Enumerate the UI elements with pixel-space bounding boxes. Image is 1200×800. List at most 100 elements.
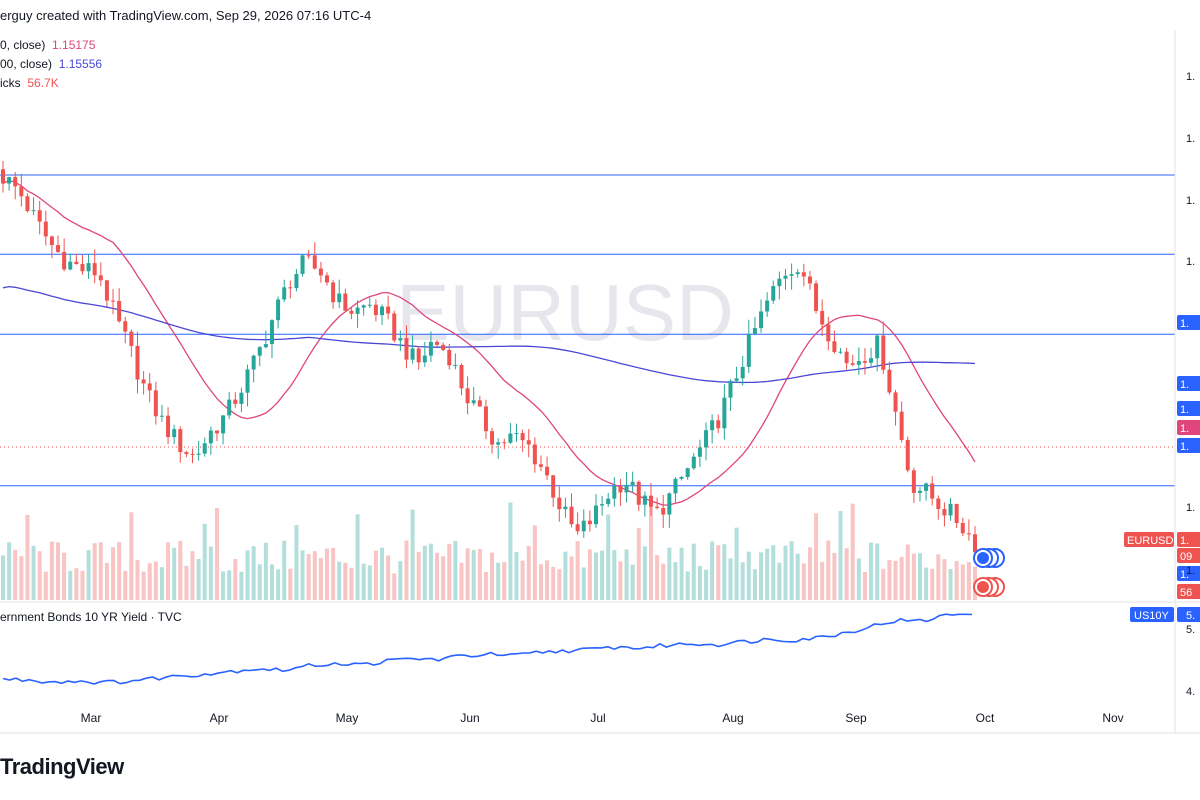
candle-body: [759, 311, 764, 329]
candle-body: [276, 299, 281, 321]
candle-body: [349, 310, 354, 314]
candle-body: [832, 341, 837, 353]
price-badge-label: 1.: [1180, 569, 1189, 581]
price-badge-label: EURUSD: [1127, 535, 1174, 547]
candle-body: [1, 169, 5, 184]
volume-bar: [74, 568, 79, 600]
volume-bar: [331, 548, 336, 600]
volume-bar: [905, 544, 910, 600]
legend-volume[interactable]: icks 56.7K: [0, 76, 59, 90]
volume-bar: [875, 543, 880, 600]
candle-body: [600, 504, 605, 506]
ma50-line: [2, 179, 976, 506]
volume-bar: [722, 544, 727, 600]
candle-body: [844, 351, 849, 364]
candle-body: [893, 392, 898, 412]
volume-bar: [557, 569, 562, 600]
candle-body: [575, 524, 580, 532]
candle-body: [269, 320, 274, 345]
volume-bar: [428, 543, 433, 600]
candle-body: [306, 255, 311, 257]
candle-body: [392, 313, 397, 341]
candle-body: [19, 186, 24, 197]
candle-body: [899, 411, 904, 440]
volume-bar: [459, 562, 464, 600]
candle-body: [948, 503, 953, 516]
candle-body: [563, 506, 568, 510]
volume-bar: [404, 540, 409, 600]
volume-bar: [141, 571, 146, 600]
volume-bar: [68, 570, 73, 600]
volume-bar: [147, 563, 152, 600]
volume-bar: [62, 552, 67, 600]
candle-body: [875, 335, 880, 359]
candle-body: [917, 490, 922, 493]
volume-bar: [172, 547, 177, 600]
candle-body: [942, 509, 947, 516]
candle-body: [520, 433, 525, 441]
volume-bar: [771, 545, 776, 600]
volume-bar: [881, 568, 886, 600]
volume-bar: [960, 564, 965, 600]
volume-bar: [410, 509, 415, 600]
price-tick-label: 1.: [1186, 502, 1195, 514]
volume-bar: [893, 560, 898, 600]
volume-bar: [349, 567, 354, 600]
volume-bar: [269, 564, 274, 600]
volume-bar: [869, 542, 874, 600]
candle-body: [435, 341, 440, 345]
candle-body: [710, 420, 715, 431]
price-badge: [1177, 401, 1200, 416]
volume-bar: [569, 556, 574, 600]
price-badge-label: 1.: [1180, 404, 1189, 416]
candle-body: [502, 442, 507, 444]
volume-bar: [924, 567, 929, 600]
ma200-line: [2, 285, 976, 384]
candle-body: [43, 221, 48, 237]
price-tick-label: 1.: [1186, 71, 1195, 83]
volume-bar: [263, 542, 268, 600]
candle-body: [331, 282, 336, 303]
candle-body: [196, 453, 201, 455]
us10y-symbol-badge: [1130, 607, 1174, 622]
candle-body: [673, 478, 678, 494]
volume-bar: [783, 545, 788, 600]
volume-bar: [716, 545, 721, 600]
candle-body: [80, 264, 85, 272]
price-badge: [1177, 584, 1200, 599]
candle-body: [410, 348, 415, 360]
volume-bar: [917, 553, 922, 600]
volume-bar: [471, 549, 476, 600]
legend-ma200[interactable]: 00, close) 1.15556: [0, 57, 102, 71]
candle-body: [838, 351, 843, 353]
candle-body: [318, 268, 323, 276]
main-pane[interactable]: EURUSD: [0, 160, 1175, 600]
volume-bar: [691, 543, 696, 600]
volume-bar: [765, 548, 770, 600]
candle-body: [300, 255, 305, 274]
volume-bar: [300, 550, 305, 600]
tradingview-logo: TradingView: [0, 754, 124, 779]
candle-body: [734, 378, 739, 381]
volume-bar: [746, 551, 751, 600]
yield-pane[interactable]: [2, 613, 973, 685]
volume-bar: [856, 558, 861, 600]
candle-body: [826, 324, 831, 342]
volume-bar: [862, 572, 867, 600]
candle-body: [685, 468, 690, 478]
volume-bar: [178, 540, 183, 600]
volume-bar: [508, 502, 513, 600]
candle-body: [960, 523, 965, 534]
candle-body: [936, 498, 941, 510]
legend-ma50[interactable]: 0, close) 1.15175: [0, 38, 95, 52]
candle-body: [746, 333, 751, 367]
volume-bar: [398, 561, 403, 600]
candle-body: [538, 464, 543, 467]
candle-body: [31, 210, 36, 212]
price-badge: [1177, 438, 1200, 453]
candle-body: [557, 497, 562, 510]
candle-body: [905, 439, 910, 471]
candle-body: [471, 400, 476, 404]
price-tick-label: 1.: [1186, 195, 1195, 207]
